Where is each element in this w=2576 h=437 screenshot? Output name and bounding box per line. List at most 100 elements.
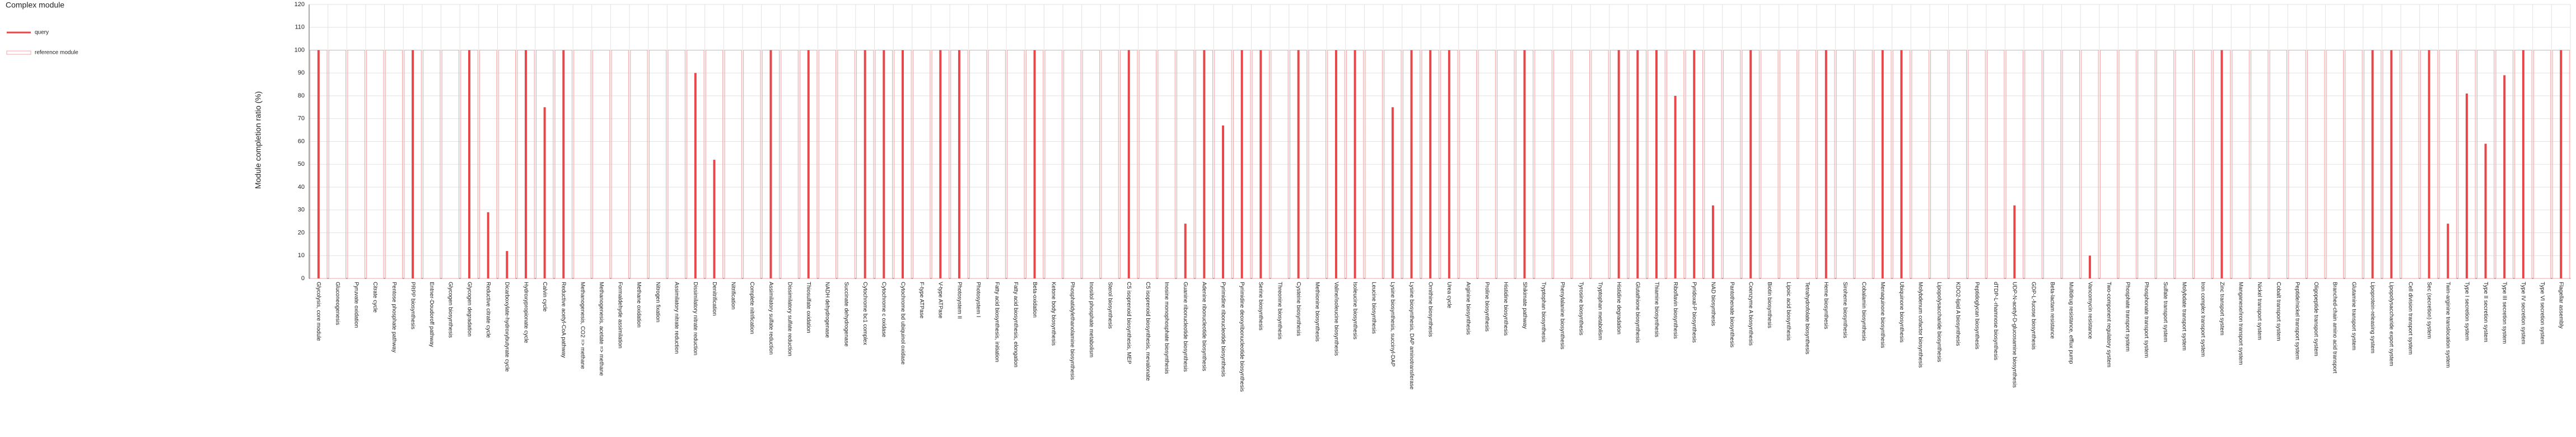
query-bar [2088, 255, 2091, 278]
x-tick-label: Cobalt transport system [2275, 282, 2281, 341]
x-tick-label: Adenine ribonucleotide biosynthesis [1201, 282, 1207, 371]
x-tick-label: Phosphate transport system [2125, 282, 2131, 352]
query-bar [1297, 50, 1300, 278]
x-tick-label: Nitrification [730, 282, 736, 309]
y-tick-label: 80 [298, 92, 305, 99]
x-tick-label: Denitrification [711, 282, 717, 316]
x-tick-label: Lipoprotein-releasing system [2369, 282, 2376, 354]
x-tick-label: Two-component regulatory system [2106, 282, 2112, 368]
x-tick-label: Nitrogen fixation [655, 282, 661, 322]
reference-bar [2138, 50, 2155, 279]
query-bar [1824, 50, 1827, 278]
query-bar [958, 50, 960, 278]
reference-bar [1007, 50, 1025, 279]
query-bar [2484, 143, 2487, 278]
x-tick-label: Twin-arginine translocation system [2445, 282, 2451, 368]
y-tick-label: 30 [298, 207, 305, 213]
x-tick-label: Type III secretion system [2502, 282, 2508, 344]
x-tick-label: Fatty acid biosynthesis, initiation [994, 282, 1000, 362]
query-bar [1127, 50, 1130, 278]
query-bar [1334, 50, 1337, 278]
y-tick-label: 20 [298, 229, 305, 236]
x-tick-label: Vancomycin resistance [2087, 282, 2093, 340]
y-tick-label: 120 [295, 1, 305, 8]
reference-bar [837, 50, 855, 279]
x-tick-label: Siroheme biosynthesis [1842, 282, 1848, 338]
x-tick-label: Reductive citrate cycle [485, 282, 491, 338]
query-bar [1391, 107, 1394, 278]
x-tick-label: Ornithine biosynthesis [1427, 282, 1434, 337]
query-bar [1617, 50, 1620, 278]
x-tick-label: Dicarboxylate-hydroxybutyrate cycle [504, 282, 510, 372]
x-tick-label: UDP-N-acetyl-D-glucosamine biosynthesis [2012, 282, 2018, 388]
x-tick-label: Complete nitrification [749, 282, 755, 334]
x-tick-label: Glycolysis, core module [315, 282, 321, 341]
x-tick-label: Thiamine biosynthesis [1653, 282, 1659, 337]
x-tick-label: Cytochrome bc1 complex [862, 282, 868, 345]
x-tick-label: Flagellar assembly [2558, 282, 2564, 328]
y-tick-label: 50 [298, 161, 305, 168]
legend-swatch [6, 50, 31, 55]
reference-bar [2288, 50, 2306, 279]
x-tick-label: Guanine ribonucleotide biosynthesis [1182, 282, 1188, 372]
reference-bar [630, 50, 648, 279]
reference-bar [2194, 50, 2212, 279]
reference-bar [1591, 50, 1609, 279]
x-tick-label: F-type ATPase [918, 282, 925, 319]
query-bar [939, 50, 942, 278]
x-tick-label: Assimilatory nitrate reduction [674, 282, 680, 354]
x-tick-label: GDP-L-fucose biosynthesis [2030, 282, 2036, 350]
x-tick-label: Glycogen degradation [466, 282, 472, 337]
query-bar [1881, 50, 1884, 278]
x-tick-label: Ubiquinone biosynthesis [1898, 282, 1905, 342]
x-tick-label: Histidine biosynthesis [1502, 282, 1509, 336]
x-tick-label: Manganese/iron transport system [2237, 282, 2243, 365]
query-bar [713, 160, 716, 278]
reference-bar [1968, 50, 1986, 279]
x-tick-label: Methanogenesis, acetate => methane [598, 282, 604, 376]
x-tick-label: Hydroxypropionate cycle [522, 282, 529, 343]
x-tick-label: Shikimate pathway [1522, 282, 1528, 329]
x-tick-label: Tyrosine biosynthesis [1578, 282, 1584, 336]
query-bar [1184, 224, 1187, 278]
legend-label: reference module [35, 50, 78, 56]
x-tick-label: Zinc transport system [2219, 282, 2225, 336]
reference-bar [1930, 50, 1948, 279]
x-tick-label: Branched-chain amino acid transport [2332, 282, 2338, 374]
x-tick-label: Nickel transport system [2256, 282, 2262, 340]
x-tick-label: Proline biosynthesis [1483, 282, 1490, 332]
x-tick-label: Biotin biosynthesis [1766, 282, 1772, 328]
reference-bar [1138, 50, 1157, 279]
y-tick-label: 60 [298, 138, 305, 145]
query-bar [412, 50, 414, 278]
x-tick-label: Lipopolysaccharide biosynthesis [1936, 282, 1942, 362]
x-tick-label: Pyrimidine ribonucleotide biosynthesis [1220, 282, 1226, 377]
x-tick-label: V-type ATPase [937, 282, 944, 319]
reference-bar [1063, 50, 1081, 279]
query-bar [1429, 50, 1432, 278]
x-tick-label: Urea cycle [1446, 282, 1452, 309]
reference-bar [1044, 50, 1062, 279]
reference-bar [2062, 50, 2080, 279]
x-tick-label: Glycogen biosynthesis [447, 282, 454, 338]
reference-bar [385, 50, 403, 279]
reference-bar [2401, 50, 2419, 279]
x-tick-label: Sulfate transport system [2162, 282, 2168, 342]
x-tick-label: Glutamine transport system [2350, 282, 2356, 350]
x-tick-label: Iron complex transport system [2200, 282, 2206, 357]
y-tick-label: 110 [295, 24, 305, 31]
query-bar [2428, 50, 2430, 278]
x-tick-label: Phenylalanine biosynthesis [1559, 282, 1565, 350]
x-tick-label: Dissimilatory sulfate reduction [786, 282, 792, 356]
reference-bar [724, 50, 742, 279]
x-tick-label: Type VI secretion system [2539, 282, 2545, 345]
query-bar [1259, 50, 1262, 278]
query-bar [2465, 93, 2468, 279]
x-tick-label: Gluconeogenesis [334, 282, 340, 325]
reference-bar [1911, 50, 1929, 279]
query-bar [1523, 50, 1526, 278]
x-tick-label: Leucine biosynthesis [1371, 282, 1377, 334]
reference-bar [1271, 50, 1289, 279]
y-tick-label: 70 [298, 115, 305, 122]
x-tick-label: Pantothenate biosynthesis [1729, 282, 1735, 347]
